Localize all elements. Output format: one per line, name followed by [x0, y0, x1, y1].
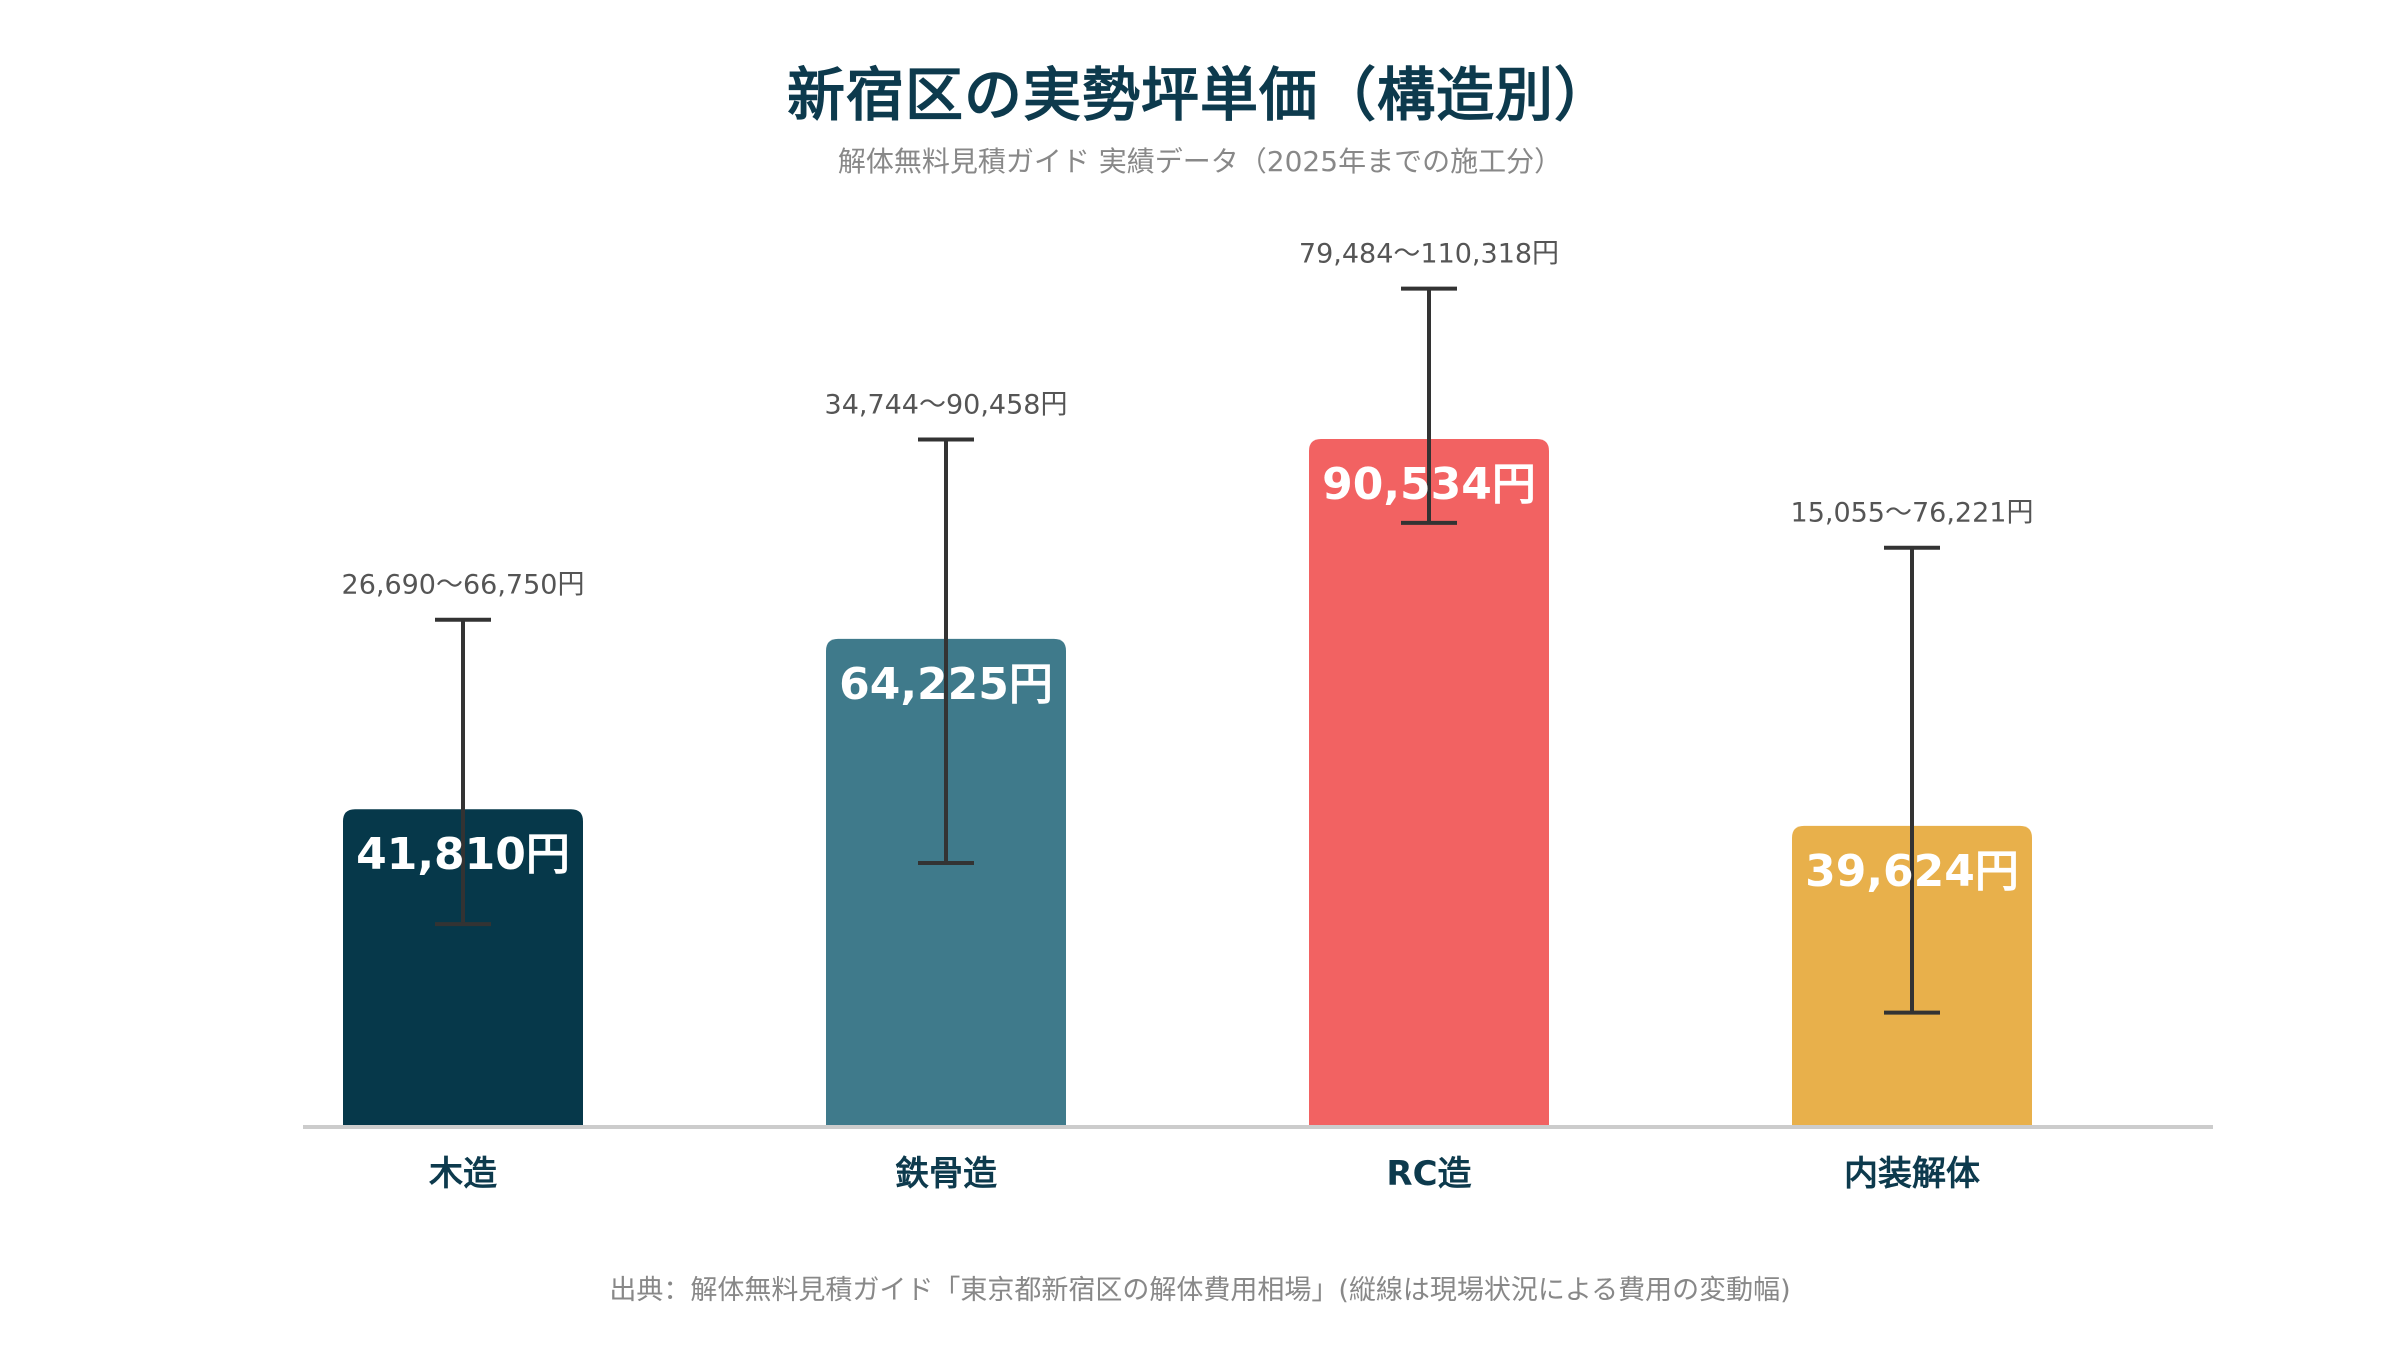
category-label: 鉄骨造: [895, 1154, 997, 1194]
category-label: 内装解体: [1844, 1154, 1980, 1194]
chart-subtitle: 解体無料見積ガイド 実績データ（2025年までの施工分）: [837, 145, 1563, 178]
bar: [826, 638, 1066, 1127]
category-label: RC造: [1386, 1154, 1471, 1194]
range-label: 79,484〜110,318円: [1299, 239, 1559, 270]
bar: [1309, 438, 1549, 1127]
bars-layer: [343, 438, 2032, 1127]
bar-value-label: 64,225円: [839, 659, 1053, 710]
chart-title: 新宿区の実勢坪単価（構造別）: [786, 61, 1613, 129]
range-label: 26,690〜66,750円: [342, 570, 585, 601]
category-label: 木造: [428, 1154, 497, 1194]
bar-value-label: 41,810円: [356, 829, 570, 880]
range-label: 15,055〜76,221円: [1791, 498, 2034, 529]
error-bars-layer: [435, 286, 1940, 1015]
bar: [343, 809, 583, 1127]
bar-value-label: 39,624円: [1805, 846, 2019, 897]
range-label: 34,744〜90,458円: [825, 390, 1068, 421]
bar-value-label: 90,534円: [1322, 459, 1536, 510]
chart-source-note: 出典：解体無料見積ガイド「東京都新宿区の解体費用相場」(縦線は現場状況による費用…: [609, 1275, 1791, 1306]
